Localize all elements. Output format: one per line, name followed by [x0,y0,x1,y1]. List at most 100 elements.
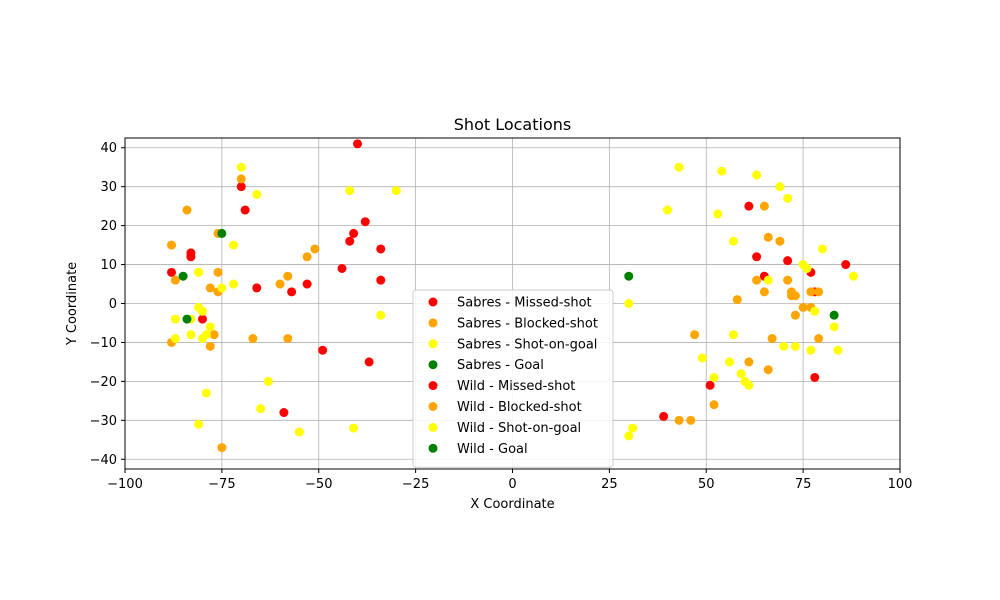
data-point [775,182,785,192]
data-point [705,380,715,390]
data-point [763,275,773,285]
data-points [167,139,858,453]
series-sabres-shot-on-goal [170,162,401,437]
data-point [810,372,820,382]
y-tick-label: 40 [100,141,117,156]
data-point [198,306,207,316]
y-tick-label: −40 [90,453,117,468]
data-point [248,334,258,344]
data-point [736,369,746,379]
y-tick-label: 10 [100,258,117,273]
data-point [744,357,754,367]
data-point [674,162,684,172]
legend-label: Sabres - Goal [457,358,544,373]
data-point [364,357,374,367]
legend-marker [428,339,438,349]
data-point [318,345,328,355]
y-tick-label: −30 [90,414,117,429]
data-point [167,267,176,277]
legend-marker [428,381,438,391]
legend: Sabres - Missed-shot Sabres - Blocked-sho… [412,289,614,468]
data-point [170,275,180,285]
data-point [783,275,793,285]
data-point [182,314,192,324]
data-point [744,201,754,211]
data-point [205,341,215,351]
y-tick-label: 0 [109,297,117,312]
series-wild-goal [624,271,839,320]
legend-box [412,289,614,468]
data-point [810,306,820,316]
data-point [790,291,800,301]
data-point [767,334,777,344]
x-axis-ticks: −100 −75 −50 −25 0 25 50 75 100 [107,469,912,492]
data-point [763,365,773,375]
data-point [302,279,312,289]
data-point [624,299,634,308]
data-point [201,330,211,340]
data-point [283,334,293,344]
data-point [624,271,634,281]
data-point [806,287,816,297]
data-point [310,244,320,254]
y-tick-label: 20 [100,219,117,234]
chart-title: Shot Locations [454,115,571,134]
data-point [275,279,285,289]
data-point [294,427,304,437]
data-point [198,314,207,324]
data-point [841,260,851,270]
series-wild-blocked-shot [674,201,824,425]
x-axis-title: X Coordinate [470,497,554,512]
y-tick-label: −10 [90,336,117,351]
y-axis-ticks: −40 −30 −20 −10 0 10 20 30 40 [90,141,125,468]
data-point [732,295,742,305]
legend-label: Wild - Goal [457,442,528,457]
y-tick-label: −20 [90,375,117,390]
data-point [802,263,812,273]
x-tick-label: 0 [508,477,516,492]
y-axis-title: Y Coordinate [65,262,80,346]
series-wild-shot-on-goal [624,162,858,441]
legend-label: Sabres - Blocked-shot [457,316,598,331]
data-point [391,186,401,196]
data-point [283,271,293,281]
data-point [349,228,359,238]
data-point [337,263,347,273]
data-point [213,267,223,277]
data-point [236,174,246,184]
data-point [814,334,824,344]
data-point [345,186,355,196]
data-point [806,345,816,355]
data-point [167,240,176,250]
data-point [775,236,785,246]
legend-marker [428,297,438,307]
data-point [240,205,250,215]
data-point [686,415,696,425]
data-point [186,252,196,262]
data-point [217,443,227,453]
data-point [236,182,246,192]
data-point [798,302,808,312]
data-point [725,357,734,367]
data-point [349,423,359,433]
data-point [814,287,824,297]
data-point [217,228,227,238]
data-point [229,240,238,250]
data-point [217,283,227,293]
data-point [829,322,839,332]
data-point [783,193,793,203]
x-tick-label: −100 [107,477,143,492]
data-point [829,310,839,320]
data-point [709,400,719,410]
legend-marker [428,360,438,370]
data-point [624,431,634,441]
legend-label: Wild - Shot-on-goal [457,421,581,436]
data-point [759,201,769,211]
data-point [205,283,215,293]
x-tick-label: −75 [208,477,235,492]
data-point [659,411,669,421]
data-point [752,275,762,285]
data-point [229,279,238,289]
data-point [205,322,215,332]
